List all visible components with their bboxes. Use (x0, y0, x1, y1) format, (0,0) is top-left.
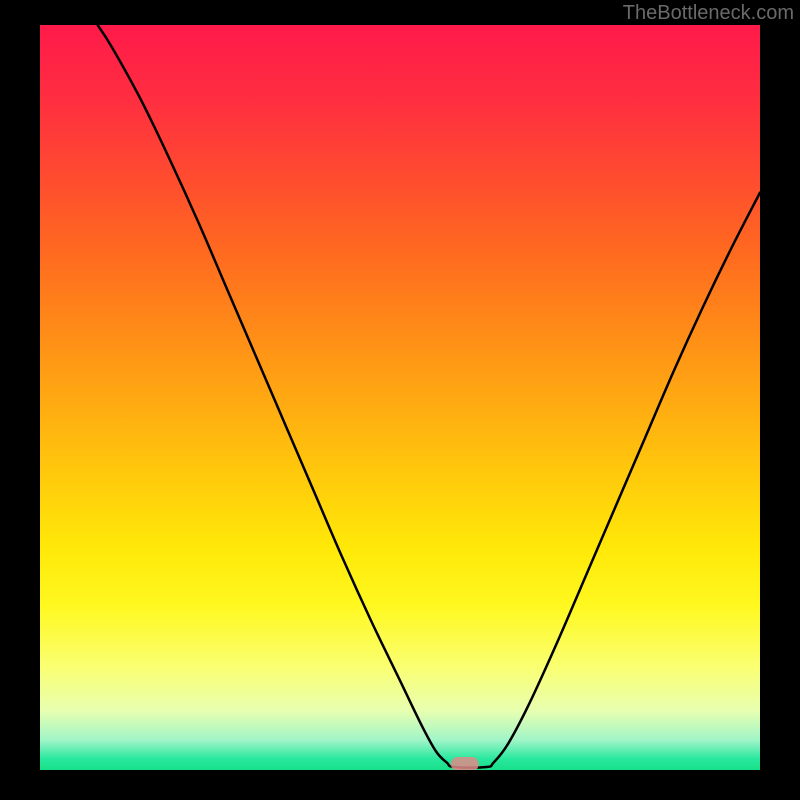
bottleneck-chart (40, 25, 760, 770)
optimal-marker (451, 757, 479, 770)
chart-background (40, 25, 760, 770)
watermark-text: TheBottleneck.com (623, 2, 794, 25)
